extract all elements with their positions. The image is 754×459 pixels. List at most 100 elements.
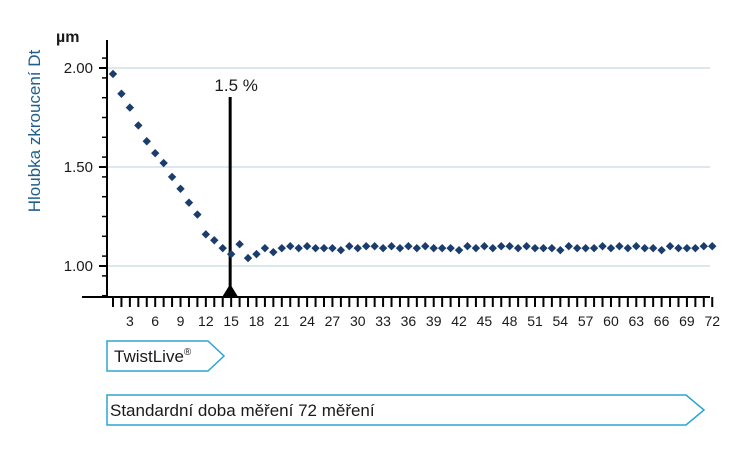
data-points xyxy=(108,69,717,263)
x-tick-label: 39 xyxy=(426,313,442,329)
x-tick-label: 12 xyxy=(198,313,214,329)
data-point xyxy=(243,253,253,263)
data-point xyxy=(623,243,633,253)
data-point xyxy=(345,242,354,251)
x-tick-label: 6 xyxy=(151,313,159,329)
y-unit-label: µm xyxy=(56,29,79,46)
x-tick-label: 9 xyxy=(177,313,185,329)
data-point xyxy=(691,243,700,253)
x-tick-label: 48 xyxy=(502,313,518,329)
x-tick-label: 30 xyxy=(350,313,366,329)
data-point xyxy=(665,242,675,251)
data-point xyxy=(471,243,481,253)
data-point xyxy=(159,158,168,168)
data-point xyxy=(286,242,295,251)
standard-arrow: Standardní doba měření 72 měření xyxy=(106,394,706,426)
data-point xyxy=(201,230,211,239)
data-point xyxy=(648,243,658,253)
data-point xyxy=(640,243,649,253)
y-axis-label: Hloubka zkroucení Dt xyxy=(25,49,44,212)
data-point xyxy=(328,243,337,253)
svg-text:TwistLive®: TwistLive® xyxy=(114,347,192,366)
data-point xyxy=(176,184,185,193)
y-ticks: 1.00 1.50 2.00 xyxy=(64,40,108,297)
data-point xyxy=(632,242,641,251)
x-tick-label: 18 xyxy=(249,313,265,329)
data-point xyxy=(269,247,278,257)
data-point xyxy=(708,242,717,251)
data-point xyxy=(581,243,590,253)
data-point xyxy=(125,103,135,112)
data-point xyxy=(657,245,666,255)
annotation-label: 1.5 % xyxy=(214,76,257,95)
data-point xyxy=(387,242,396,251)
x-tick-label: 63 xyxy=(628,313,644,329)
data-point xyxy=(454,245,464,255)
data-point xyxy=(226,249,236,259)
data-point xyxy=(378,243,388,253)
y-tick-label: 2.00 xyxy=(64,60,93,77)
data-point xyxy=(404,242,413,251)
data-point xyxy=(302,242,312,251)
data-point xyxy=(437,243,447,253)
grid-lines xyxy=(107,67,710,267)
data-point xyxy=(252,249,261,259)
data-point xyxy=(699,242,708,251)
data-point xyxy=(336,245,346,255)
data-point xyxy=(235,240,244,249)
data-point xyxy=(522,242,531,251)
data-point xyxy=(218,243,227,253)
annotation: 1.5 % xyxy=(214,76,258,297)
data-point xyxy=(319,243,329,253)
data-point xyxy=(421,242,430,251)
data-point xyxy=(362,242,371,251)
x-tick-label: 57 xyxy=(578,313,594,329)
x-tick-label: 51 xyxy=(527,313,543,329)
data-point xyxy=(277,243,286,253)
x-tick-label: 60 xyxy=(603,313,619,329)
twistlive-label: TwistLive xyxy=(114,347,184,366)
data-point xyxy=(142,137,151,146)
x-tick-label: 66 xyxy=(654,313,670,329)
data-point xyxy=(370,242,379,251)
data-point xyxy=(539,243,548,253)
data-point xyxy=(167,172,177,182)
data-point xyxy=(556,245,565,255)
x-tick-label: 69 xyxy=(679,313,695,329)
data-point xyxy=(463,242,472,251)
data-point xyxy=(353,243,362,253)
data-point xyxy=(564,242,573,251)
data-point xyxy=(260,243,270,253)
data-point xyxy=(589,243,599,253)
data-point xyxy=(210,236,219,245)
data-point xyxy=(412,243,422,253)
data-point xyxy=(497,242,506,251)
data-point xyxy=(615,242,624,251)
data-point xyxy=(311,243,320,253)
data-point xyxy=(446,243,455,253)
x-tick-label: 27 xyxy=(325,313,341,329)
registered-mark: ® xyxy=(184,347,192,358)
data-point xyxy=(598,242,607,251)
data-point xyxy=(505,242,514,251)
data-point xyxy=(134,121,143,130)
data-point xyxy=(429,243,438,253)
standard-label: Standardní doba měření 72 měření xyxy=(110,401,375,420)
data-point xyxy=(117,89,126,98)
y-tick-label: 1.50 xyxy=(64,159,93,176)
data-point xyxy=(294,243,303,253)
data-point xyxy=(513,243,523,253)
x-tick-label: 72 xyxy=(704,313,720,329)
data-point xyxy=(547,243,557,253)
data-point xyxy=(573,243,582,253)
x-tick-label: 3 xyxy=(126,313,134,329)
x-tick-label: 24 xyxy=(299,313,315,329)
data-point xyxy=(151,148,160,158)
y-tick-label: 1.00 xyxy=(64,258,93,275)
data-point xyxy=(108,69,118,79)
x-tick-label: 21 xyxy=(274,313,290,329)
data-point xyxy=(606,243,616,253)
x-tick-label: 33 xyxy=(375,313,391,329)
x-tick-label: 54 xyxy=(553,313,569,329)
